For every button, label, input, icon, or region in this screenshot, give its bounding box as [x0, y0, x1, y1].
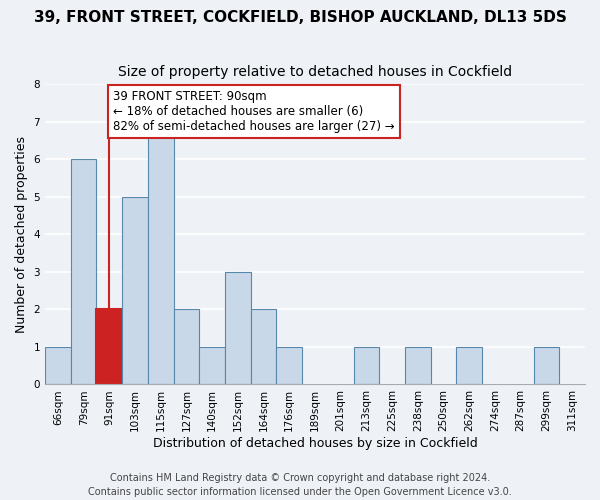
Bar	[353, 347, 379, 385]
Bar	[533, 347, 559, 385]
Bar	[97, 310, 122, 384]
Y-axis label: Number of detached properties: Number of detached properties	[15, 136, 28, 333]
Title: Size of property relative to detached houses in Cockfield: Size of property relative to detached ho…	[118, 65, 512, 79]
Bar	[251, 310, 277, 384]
Text: Contains HM Land Registry data © Crown copyright and database right 2024.
Contai: Contains HM Land Registry data © Crown c…	[88, 473, 512, 497]
Bar	[405, 347, 431, 385]
Bar	[45, 347, 71, 385]
Bar	[173, 310, 199, 384]
Bar	[457, 347, 482, 385]
Bar	[71, 160, 97, 384]
Bar	[122, 197, 148, 384]
Bar	[225, 272, 251, 384]
X-axis label: Distribution of detached houses by size in Cockfield: Distribution of detached houses by size …	[152, 437, 478, 450]
Text: 39, FRONT STREET, COCKFIELD, BISHOP AUCKLAND, DL13 5DS: 39, FRONT STREET, COCKFIELD, BISHOP AUCK…	[34, 10, 566, 25]
Bar	[199, 347, 225, 385]
Bar	[277, 347, 302, 385]
Text: 39 FRONT STREET: 90sqm
← 18% of detached houses are smaller (6)
82% of semi-deta: 39 FRONT STREET: 90sqm ← 18% of detached…	[113, 90, 395, 133]
Bar	[148, 122, 173, 384]
